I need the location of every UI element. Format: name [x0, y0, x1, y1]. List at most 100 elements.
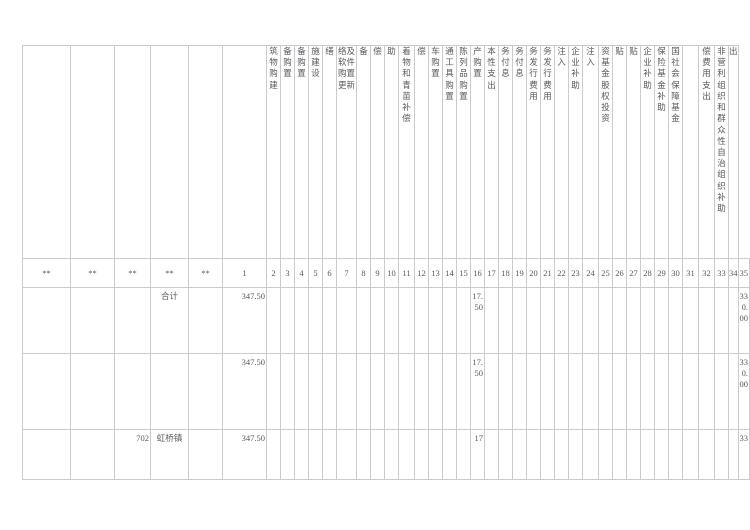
row2-col2[interactable] — [266, 353, 281, 430]
row3-col29[interactable] — [654, 429, 669, 480]
row3-col31[interactable] — [682, 429, 699, 480]
table-row[interactable]: 合计 347.50 17.50 — [22, 287, 750, 354]
row2-col33[interactable] — [714, 353, 729, 430]
row2-col18[interactable] — [498, 353, 513, 430]
row2-col17[interactable] — [484, 353, 499, 430]
row2-cell-c[interactable] — [114, 353, 151, 430]
row1-col34[interactable] — [728, 287, 739, 354]
row3-col26[interactable] — [612, 429, 627, 480]
row2-col3[interactable] — [280, 353, 295, 430]
row3-cell-a[interactable] — [22, 429, 71, 480]
row1-col23[interactable] — [568, 287, 583, 354]
row1-col11[interactable] — [398, 287, 415, 354]
row2-col27[interactable] — [626, 353, 641, 430]
row2-col5[interactable] — [308, 353, 323, 430]
row1-col6[interactable] — [322, 287, 337, 354]
row3-col35[interactable]: 33 — [737, 429, 750, 480]
row3-col24[interactable] — [582, 429, 599, 480]
row2-cell-e[interactable] — [188, 353, 223, 430]
row1-col21[interactable] — [540, 287, 555, 354]
row2-col32[interactable] — [698, 353, 715, 430]
row1-col18[interactable] — [498, 287, 513, 354]
row3-col7[interactable] — [336, 429, 357, 480]
row3-cell-label[interactable]: 虹桥镇 — [150, 429, 189, 480]
row1-col33[interactable] — [714, 287, 729, 354]
row3-col21[interactable] — [540, 429, 555, 480]
row3-col18[interactable] — [498, 429, 513, 480]
row3-col10[interactable] — [384, 429, 399, 480]
row3-cell-code[interactable]: 702 — [114, 429, 151, 480]
row2-col8[interactable] — [356, 353, 371, 430]
row1-col9[interactable] — [370, 287, 385, 354]
row2-col20[interactable] — [526, 353, 541, 430]
row2-cell-b[interactable] — [70, 353, 115, 430]
row1-col28[interactable] — [640, 287, 655, 354]
row3-col25[interactable] — [598, 429, 613, 480]
row2-col12[interactable] — [414, 353, 429, 430]
row3-col34[interactable] — [728, 429, 739, 480]
row3-col15[interactable] — [456, 429, 471, 480]
row2-col22[interactable] — [554, 353, 569, 430]
row3-col27[interactable] — [626, 429, 641, 480]
row1-col22[interactable] — [554, 287, 569, 354]
row2-col26[interactable] — [612, 353, 627, 430]
row2-col16[interactable]: 17.50 — [470, 353, 485, 430]
row2-cell-a[interactable] — [22, 353, 71, 430]
row1-col10[interactable] — [384, 287, 399, 354]
row3-col23[interactable] — [568, 429, 583, 480]
row3-cell-e[interactable] — [188, 429, 223, 480]
row2-col14[interactable] — [442, 353, 457, 430]
row2-col1[interactable]: 347.50 — [222, 353, 267, 430]
row3-col1[interactable]: 347.50 — [222, 429, 267, 480]
row3-col28[interactable] — [640, 429, 655, 480]
row1-col31[interactable] — [682, 287, 699, 354]
row2-col9[interactable] — [370, 353, 385, 430]
row3-col30[interactable] — [668, 429, 683, 480]
row2-col28[interactable] — [640, 353, 655, 430]
row2-col29[interactable] — [654, 353, 669, 430]
row3-col13[interactable] — [428, 429, 443, 480]
row1-cell-a[interactable] — [22, 287, 71, 354]
row2-col19[interactable] — [512, 353, 527, 430]
row2-col4[interactable] — [294, 353, 309, 430]
row3-col4[interactable] — [294, 429, 309, 480]
row1-col2[interactable] — [266, 287, 281, 354]
row3-col12[interactable] — [414, 429, 429, 480]
row1-cell-c[interactable] — [114, 287, 151, 354]
row3-col3[interactable] — [280, 429, 295, 480]
row1-col8[interactable] — [356, 287, 371, 354]
row1-col29[interactable] — [654, 287, 669, 354]
row1-col26[interactable] — [612, 287, 627, 354]
row2-col7[interactable] — [336, 353, 357, 430]
row3-col17[interactable] — [484, 429, 499, 480]
row2-col23[interactable] — [568, 353, 583, 430]
row1-col16[interactable]: 17.50 — [470, 287, 485, 354]
row2-col25[interactable] — [598, 353, 613, 430]
row1-cell-b[interactable] — [70, 287, 115, 354]
row1-col25[interactable] — [598, 287, 613, 354]
row1-col20[interactable] — [526, 287, 541, 354]
row1-col1[interactable]: 347.50 — [222, 287, 267, 354]
row1-col3[interactable] — [280, 287, 295, 354]
row2-col10[interactable] — [384, 353, 399, 430]
row3-col16[interactable]: 17 — [470, 429, 485, 480]
row3-col11[interactable] — [398, 429, 415, 480]
row2-col34[interactable] — [728, 353, 739, 430]
row1-col4[interactable] — [294, 287, 309, 354]
row2-col30[interactable] — [668, 353, 683, 430]
row3-col2[interactable] — [266, 429, 281, 480]
row1-col14[interactable] — [442, 287, 457, 354]
row3-cell-b[interactable] — [70, 429, 115, 480]
row2-col21[interactable] — [540, 353, 555, 430]
row1-col7[interactable] — [336, 287, 357, 354]
row2-col35[interactable]: 330.00 — [737, 353, 750, 430]
row3-col9[interactable] — [370, 429, 385, 480]
row3-col5[interactable] — [308, 429, 323, 480]
row1-col19[interactable] — [512, 287, 527, 354]
row1-cell-e[interactable] — [188, 287, 223, 354]
row3-col8[interactable] — [356, 429, 371, 480]
row3-col33[interactable] — [714, 429, 729, 480]
row3-col19[interactable] — [512, 429, 527, 480]
row1-col5[interactable] — [308, 287, 323, 354]
row1-col15[interactable] — [456, 287, 471, 354]
